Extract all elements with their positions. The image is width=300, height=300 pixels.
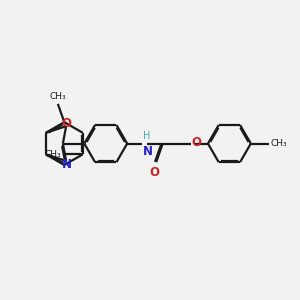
Text: CH₃: CH₃ bbox=[45, 150, 61, 159]
Text: O: O bbox=[150, 166, 160, 178]
Text: O: O bbox=[192, 136, 202, 149]
Text: CH₃: CH₃ bbox=[271, 139, 287, 148]
Text: O: O bbox=[61, 116, 71, 130]
Text: N: N bbox=[142, 145, 153, 158]
Text: CH₃: CH₃ bbox=[50, 92, 66, 101]
Text: H: H bbox=[142, 131, 150, 141]
Text: N: N bbox=[62, 158, 72, 171]
